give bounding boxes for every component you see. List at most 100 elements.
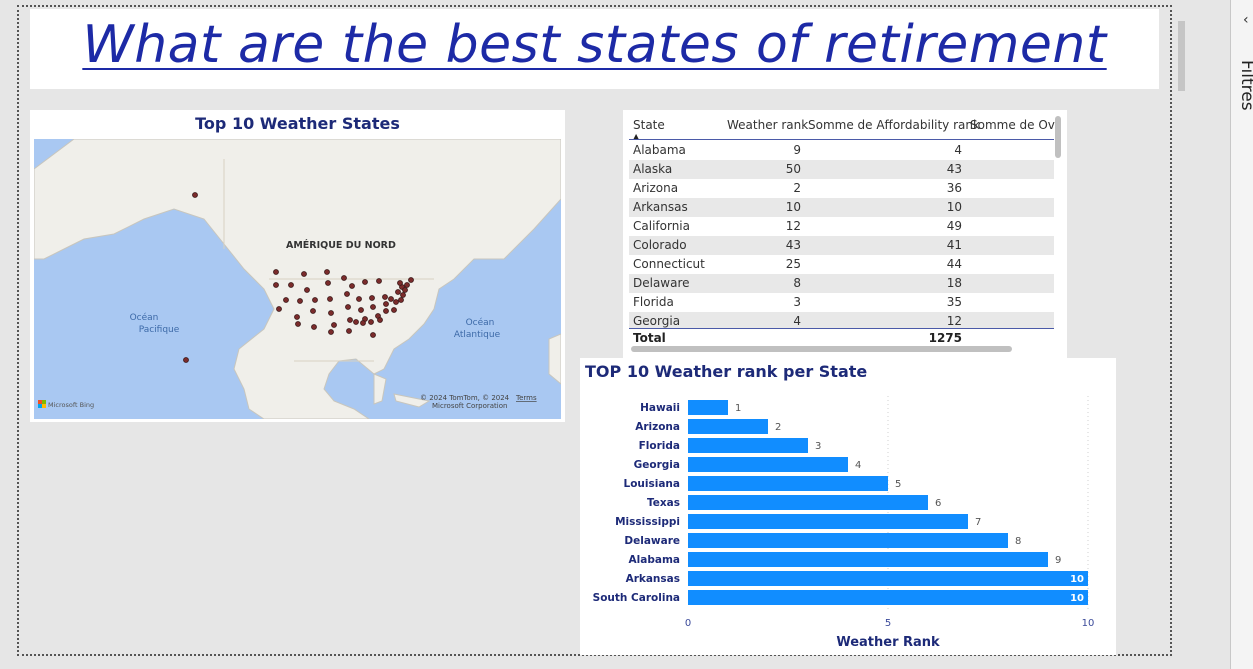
- state-marker[interactable]: [368, 319, 374, 325]
- state-marker[interactable]: [276, 306, 282, 312]
- state-marker[interactable]: [304, 287, 310, 293]
- column-header-overall[interactable]: Somme de Over: [970, 118, 1056, 132]
- state-marker[interactable]: [328, 310, 334, 316]
- map-area[interactable]: AMÉRIQUE DU NORD Océan Pacifique Océan A…: [34, 139, 561, 419]
- table-row[interactable]: Colorado 43 41: [629, 236, 1054, 256]
- state-marker[interactable]: [301, 271, 307, 277]
- state-marker[interactable]: [347, 317, 353, 323]
- state-marker[interactable]: [346, 328, 352, 334]
- table-row[interactable]: Arizona 2 36: [629, 179, 1054, 199]
- state-marker[interactable]: [294, 314, 300, 320]
- state-marker[interactable]: [288, 282, 294, 288]
- marker-hawaii[interactable]: [183, 357, 189, 363]
- map-terms-link[interactable]: Terms: [515, 394, 537, 402]
- state-marker[interactable]: [331, 322, 337, 328]
- table-row[interactable]: Alaska 50 43: [629, 160, 1054, 180]
- state-marker[interactable]: [383, 308, 389, 314]
- table-row[interactable]: Alabama 9 4: [629, 141, 1054, 161]
- state-marker[interactable]: [312, 297, 318, 303]
- weather-rank-bar-chart[interactable]: TOP 10 Weather rank per State 0 5 10 Hawaii…: [580, 358, 1116, 655]
- marker-alaska[interactable]: [192, 192, 198, 198]
- table-row[interactable]: California 12 49: [629, 217, 1054, 237]
- table-row[interactable]: Delaware 8 18: [629, 274, 1054, 294]
- x-tick-label: 5: [885, 618, 891, 629]
- state-marker[interactable]: [353, 319, 359, 325]
- state-marker[interactable]: [398, 297, 404, 303]
- state-marker[interactable]: [370, 332, 376, 338]
- state-marker[interactable]: [408, 277, 414, 283]
- state-marker[interactable]: [360, 320, 366, 326]
- state-marker[interactable]: [311, 324, 317, 330]
- filters-pane[interactable]: [1230, 0, 1253, 669]
- state-marker[interactable]: [388, 296, 394, 302]
- state-marker[interactable]: [344, 291, 350, 297]
- bar[interactable]: [688, 419, 768, 434]
- data-label: 4: [855, 460, 861, 471]
- state-marker[interactable]: [369, 295, 375, 301]
- state-marker[interactable]: [382, 294, 388, 300]
- bar[interactable]: [688, 400, 728, 415]
- column-header-state[interactable]: State: [633, 118, 665, 132]
- bar[interactable]: [688, 495, 928, 510]
- state-marker[interactable]: [324, 269, 330, 275]
- bar[interactable]: [688, 533, 1008, 548]
- state-marker[interactable]: [395, 289, 401, 295]
- state-marker[interactable]: [341, 275, 347, 281]
- header-divider: [629, 139, 1054, 140]
- map-svg[interactable]: AMÉRIQUE DU NORD Océan Pacifique Océan A…: [34, 139, 561, 419]
- category-label: Arizona: [635, 421, 680, 433]
- state-marker[interactable]: [297, 298, 303, 304]
- title-textbox[interactable]: What are the best states of retirement: [30, 9, 1185, 91]
- state-marker[interactable]: [370, 304, 376, 310]
- column-header-weather-rank[interactable]: Weather rank: [727, 118, 809, 132]
- state-marker[interactable]: [273, 269, 279, 275]
- sort-ascending-icon[interactable]: ▲: [633, 132, 640, 141]
- state-marker[interactable]: [404, 282, 410, 288]
- chevron-left-icon[interactable]: ‹: [1243, 12, 1249, 28]
- state-marker[interactable]: [295, 321, 301, 327]
- bar[interactable]: [688, 438, 808, 453]
- state-marker[interactable]: [283, 297, 289, 303]
- state-marker[interactable]: [376, 278, 382, 284]
- state-marker[interactable]: [325, 280, 331, 286]
- state-marker[interactable]: [358, 307, 364, 313]
- table-row[interactable]: Florida 3 35: [629, 293, 1054, 313]
- state-marker[interactable]: [362, 279, 368, 285]
- state-marker[interactable]: [345, 304, 351, 310]
- state-marker[interactable]: [356, 296, 362, 302]
- bar[interactable]: [688, 457, 848, 472]
- state-marker[interactable]: [393, 299, 399, 305]
- table-row[interactable]: Georgia 4 12: [629, 312, 1054, 329]
- state-marker[interactable]: [310, 308, 316, 314]
- bing-logo: Microsoft Bing: [38, 400, 94, 409]
- state-markers[interactable]: [183, 192, 414, 363]
- bar[interactable]: [688, 571, 1088, 586]
- table-vertical-scrollbar[interactable]: [1055, 116, 1061, 158]
- states-table-visual[interactable]: State ▲ Weather rank Somme de Affordabil…: [623, 110, 1067, 358]
- state-marker[interactable]: [400, 292, 406, 298]
- filters-pane-label[interactable]: Filtres: [1237, 60, 1253, 111]
- state-marker[interactable]: [328, 329, 334, 335]
- bar-chart-svg[interactable]: 0 5 10 Hawaii 1 Arizona 2 Florida 3 Georgia 4 Louis…: [580, 358, 1116, 655]
- column-header-affordability[interactable]: Somme de Affordability rank: [808, 118, 980, 132]
- textbox-scrollbar[interactable]: [1178, 21, 1185, 91]
- state-marker[interactable]: [377, 317, 383, 323]
- state-marker[interactable]: [327, 296, 333, 302]
- state-marker[interactable]: [383, 301, 389, 307]
- data-label: 7: [975, 517, 981, 528]
- state-marker[interactable]: [391, 307, 397, 313]
- state-marker[interactable]: [273, 282, 279, 288]
- bar[interactable]: [688, 514, 968, 529]
- state-marker[interactable]: [349, 283, 355, 289]
- table-row[interactable]: Connecticut 25 44: [629, 255, 1054, 275]
- data-label: 8: [1015, 536, 1021, 547]
- state-marker[interactable]: [402, 287, 408, 293]
- bar[interactable]: [688, 590, 1088, 605]
- table-row[interactable]: Arkansas 10 10: [629, 198, 1054, 218]
- data-label: 6: [935, 498, 941, 509]
- weather-map-visual[interactable]: Top 10 Weather States: [30, 110, 565, 422]
- state-marker[interactable]: [397, 280, 403, 286]
- table-horizontal-scrollbar[interactable]: [631, 346, 1012, 352]
- bar[interactable]: [688, 476, 888, 491]
- bar[interactable]: [688, 552, 1048, 567]
